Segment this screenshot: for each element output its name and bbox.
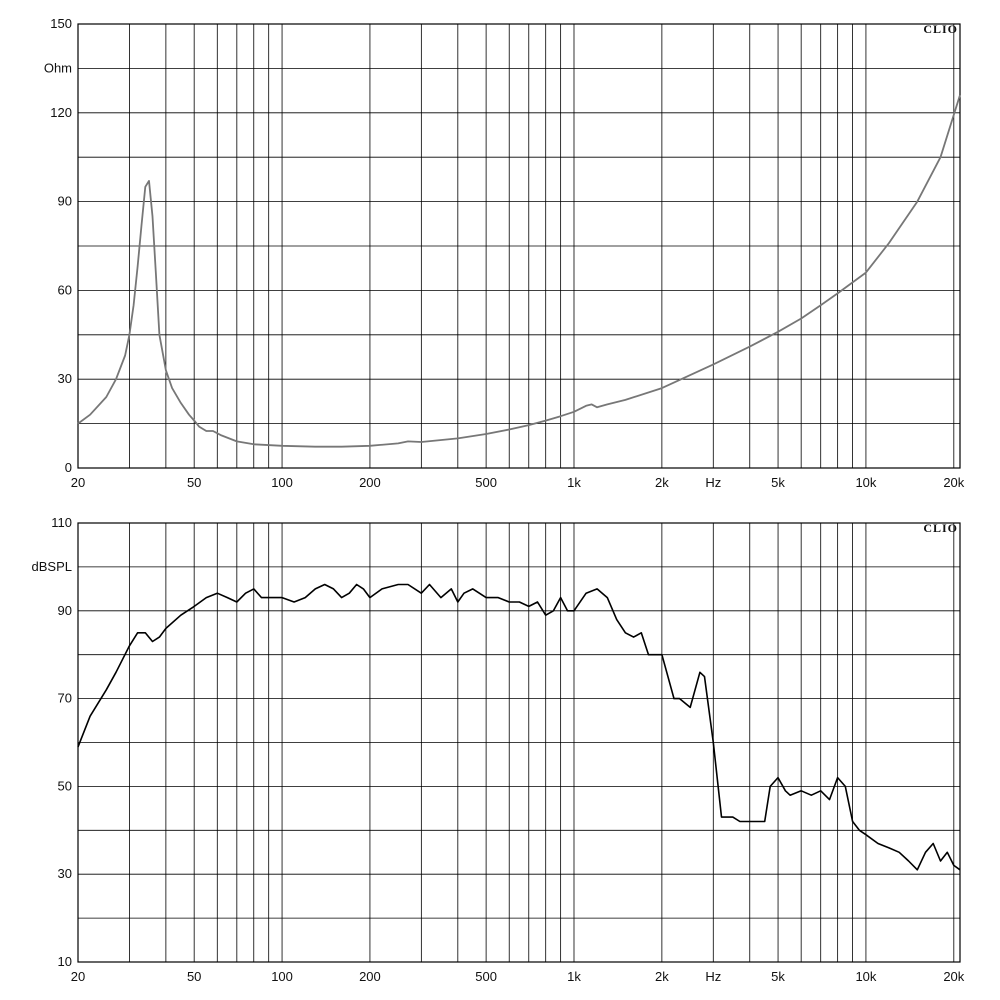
y-unit-label: dBSPL bbox=[32, 559, 72, 574]
x-tick-label: 20 bbox=[71, 475, 85, 490]
x-tick-label: 20k bbox=[943, 475, 964, 490]
x-tick-label: 500 bbox=[475, 475, 497, 490]
x-tick-label: 20k bbox=[943, 969, 964, 984]
y-tick-label: 70 bbox=[58, 691, 72, 706]
x-tick-label: 200 bbox=[359, 969, 381, 984]
y-tick-label: 90 bbox=[58, 194, 72, 209]
x-unit-label: Hz bbox=[705, 475, 721, 490]
spl-response-curve bbox=[77, 583, 961, 871]
x-tick-label: 20 bbox=[71, 969, 85, 984]
y-tick-label: 30 bbox=[58, 371, 72, 386]
y-tick-label: 0 bbox=[65, 460, 72, 475]
x-tick-label: 50 bbox=[187, 969, 201, 984]
x-tick-label: 2k bbox=[655, 969, 669, 984]
x-tick-label: 500 bbox=[475, 969, 497, 984]
plot-frame bbox=[77, 23, 961, 469]
x-tick-label: 10k bbox=[855, 969, 876, 984]
plot-frame bbox=[77, 522, 961, 963]
y-tick-label: 110 bbox=[51, 515, 72, 530]
y-tick-label: 90 bbox=[58, 603, 72, 618]
x-tick-label: 1k bbox=[567, 969, 581, 984]
spl-response-chart: 10 30 50 70 90 110 dBSPL 20 50 100 200 500 1k 2k 5k 10k… bbox=[32, 515, 965, 984]
y-tick-label: 10 bbox=[58, 954, 72, 969]
y-tick-label: 60 bbox=[58, 282, 72, 297]
x-tick-label: 200 bbox=[359, 475, 381, 490]
impedance-chart: 0 30 60 90 120 150 Ohm 20 50 100 200 500 1k 2k 5k 10k 20… bbox=[44, 16, 965, 490]
x-tick-label: 2k bbox=[655, 475, 669, 490]
x-tick-label: 5k bbox=[771, 969, 785, 984]
y-tick-label: 150 bbox=[50, 16, 72, 31]
x-tick-label: 10k bbox=[855, 475, 876, 490]
x-tick-label: 100 bbox=[271, 969, 293, 984]
clio-brand-label: CLIO bbox=[923, 22, 958, 36]
impedance-curve bbox=[77, 94, 961, 448]
x-unit-label: Hz bbox=[705, 969, 721, 984]
clio-brand-label: CLIO bbox=[923, 521, 958, 535]
y-unit-label: Ohm bbox=[44, 60, 72, 75]
x-tick-label: 5k bbox=[771, 475, 785, 490]
y-tick-label: 120 bbox=[50, 105, 72, 120]
x-tick-label: 50 bbox=[187, 475, 201, 490]
x-tick-label: 1k bbox=[567, 475, 581, 490]
y-tick-label: 50 bbox=[58, 778, 72, 793]
y-tick-label: 30 bbox=[58, 866, 72, 881]
x-tick-label: 100 bbox=[271, 475, 293, 490]
